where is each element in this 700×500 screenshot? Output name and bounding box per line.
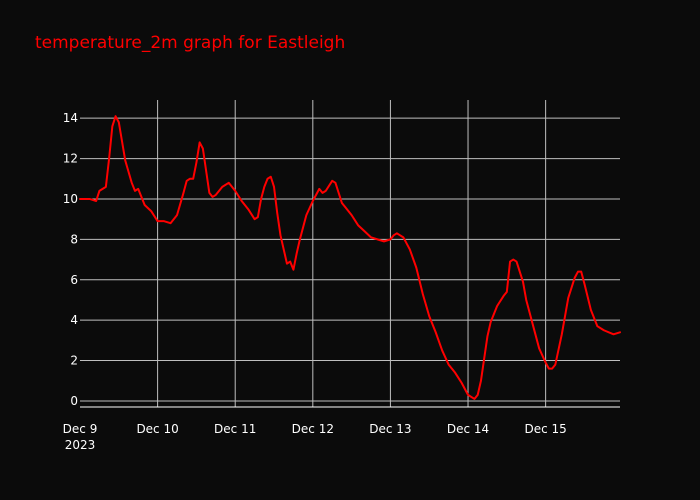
chart-title: temperature_2m graph for Eastleigh [35, 33, 346, 53]
y-tick-label: 6 [70, 273, 78, 287]
x-tick-label: Dec 13 [369, 422, 411, 436]
x-tick-label: Dec 9 [63, 422, 98, 436]
x-tick-label: Dec 14 [447, 422, 489, 436]
y-tick-label: 8 [70, 232, 78, 246]
x-tick-label: Dec 15 [524, 422, 566, 436]
y-tick-label: 0 [70, 394, 78, 408]
y-tick-label: 4 [70, 313, 78, 327]
temperature-series-line [79, 115, 621, 400]
x-tick-label: Dec 12 [292, 422, 334, 436]
y-tick-label: 12 [63, 152, 78, 166]
gridlines [80, 100, 620, 407]
y-tick-label: 10 [63, 192, 78, 206]
axis-layer: 0 2 4 6 8 10 12 14 Dec 9 2023 Dec 10 Dec 11 Dec 12 De… [63, 111, 620, 452]
x-tick-label: Dec 11 [214, 422, 256, 436]
x-tick-label: Dec 10 [136, 422, 178, 436]
y-tick-label: 14 [63, 111, 78, 125]
x-tick-sublabel: 2023 [65, 438, 96, 452]
y-tick-label: 2 [70, 354, 78, 368]
series-layer [79, 115, 621, 400]
